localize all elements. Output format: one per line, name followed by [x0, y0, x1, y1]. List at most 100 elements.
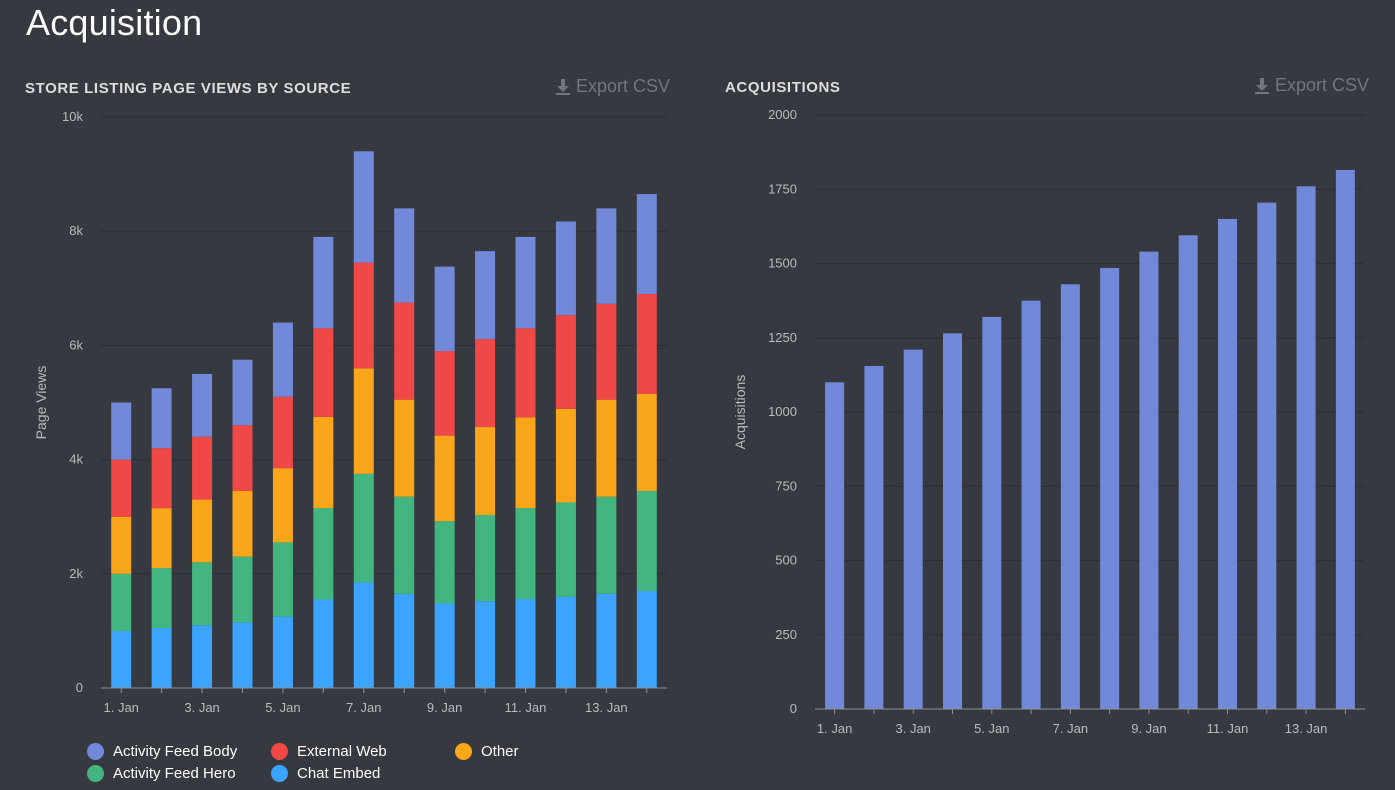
- y-tick-label: 10k: [62, 109, 83, 124]
- bar-segment[interactable]: [636, 194, 657, 295]
- bar-segment[interactable]: [596, 593, 617, 688]
- bar-segment[interactable]: [151, 448, 172, 509]
- bar[interactable]: [1021, 300, 1041, 709]
- bar-segment[interactable]: [192, 373, 213, 437]
- bar-segment[interactable]: [596, 399, 617, 497]
- bar-segment[interactable]: [111, 459, 132, 517]
- bar-segment[interactable]: [151, 508, 172, 569]
- bar-segment[interactable]: [232, 622, 253, 688]
- bar-segment[interactable]: [313, 236, 334, 329]
- bar-segment[interactable]: [394, 496, 415, 594]
- bar-segment[interactable]: [475, 251, 496, 340]
- bar-segment[interactable]: [394, 208, 415, 303]
- bar-segment[interactable]: [192, 562, 213, 626]
- bar[interactable]: [943, 333, 962, 709]
- bar-segment[interactable]: [272, 616, 293, 688]
- bar-segment[interactable]: [272, 542, 293, 617]
- bar-segment[interactable]: [434, 435, 455, 522]
- bar-segment[interactable]: [272, 396, 293, 469]
- export-csv-button-acquisitions[interactable]: Export CSV: [1255, 75, 1369, 96]
- x-tick-label: 3. Jan: [896, 721, 931, 736]
- bar-segment[interactable]: [515, 236, 536, 329]
- download-icon: [1255, 77, 1269, 94]
- bar-segment[interactable]: [111, 402, 132, 460]
- bar-segment[interactable]: [636, 590, 657, 688]
- bar-segment[interactable]: [353, 368, 374, 474]
- bar-segment[interactable]: [192, 625, 213, 688]
- bar-segment[interactable]: [596, 303, 617, 400]
- legend-item-activity-feed-body[interactable]: Activity Feed Body: [87, 743, 237, 760]
- legend-dot-icon: [87, 743, 104, 760]
- bar-segment[interactable]: [636, 294, 657, 394]
- bar-segment[interactable]: [555, 221, 576, 316]
- bar-segment[interactable]: [151, 628, 172, 688]
- bar-segment[interactable]: [636, 393, 657, 492]
- legend-item-other[interactable]: Other: [455, 743, 519, 760]
- y-tick-label: 0: [76, 680, 83, 695]
- bar-segment[interactable]: [475, 601, 496, 688]
- bar-segment[interactable]: [313, 416, 334, 509]
- bar-segment[interactable]: [434, 603, 455, 688]
- bar-segment[interactable]: [515, 417, 536, 509]
- bar-segment[interactable]: [151, 388, 172, 449]
- bar-segment[interactable]: [555, 408, 576, 503]
- bar-segment[interactable]: [596, 496, 617, 594]
- bar-segment[interactable]: [313, 599, 334, 688]
- bar-segment[interactable]: [434, 521, 455, 604]
- bar[interactable]: [1139, 251, 1159, 709]
- bar[interactable]: [1296, 186, 1316, 709]
- bar-segment[interactable]: [394, 302, 415, 400]
- bar-segment[interactable]: [232, 491, 253, 557]
- bar-segment[interactable]: [515, 598, 536, 688]
- bar-segment[interactable]: [353, 262, 374, 369]
- bar-segment[interactable]: [555, 502, 576, 597]
- export-csv-label: Export CSV: [576, 76, 671, 96]
- bar-segment[interactable]: [596, 208, 617, 304]
- bar-segment[interactable]: [192, 499, 213, 563]
- bar[interactable]: [864, 365, 884, 709]
- bar-segment[interactable]: [353, 582, 374, 688]
- legend-item-chat-embed[interactable]: Chat Embed: [271, 765, 380, 782]
- bar-segment[interactable]: [111, 516, 132, 574]
- x-tick-label: 1. Jan: [817, 721, 852, 736]
- bar-segment[interactable]: [394, 399, 415, 497]
- bar-segment[interactable]: [475, 339, 496, 428]
- acquisitions-chart-title: ACQUISITIONS: [725, 79, 841, 96]
- bar[interactable]: [982, 316, 1002, 709]
- bar-segment[interactable]: [232, 359, 253, 426]
- bar[interactable]: [1178, 235, 1198, 709]
- bar-segment[interactable]: [232, 425, 253, 492]
- bar-segment[interactable]: [111, 630, 132, 688]
- bar[interactable]: [1218, 218, 1237, 709]
- bar[interactable]: [1335, 169, 1355, 709]
- bar[interactable]: [903, 349, 923, 709]
- page-views-chart-title: STORE LISTING PAGE VIEWS BY SOURCE: [25, 80, 352, 97]
- bar-segment[interactable]: [636, 491, 657, 591]
- bar-segment[interactable]: [111, 573, 132, 631]
- bar-segment[interactable]: [555, 315, 576, 409]
- bar-segment[interactable]: [353, 473, 374, 583]
- export-csv-button-page-views[interactable]: Export CSV: [556, 76, 670, 97]
- bar[interactable]: [1257, 202, 1277, 709]
- bar[interactable]: [825, 382, 845, 709]
- bar-segment[interactable]: [232, 556, 253, 623]
- bar-segment[interactable]: [353, 151, 374, 263]
- bar-segment[interactable]: [151, 568, 172, 629]
- bar[interactable]: [1100, 267, 1120, 709]
- bar-segment[interactable]: [515, 328, 536, 418]
- bar-segment[interactable]: [475, 427, 496, 515]
- bar-segment[interactable]: [434, 351, 455, 436]
- bar-segment[interactable]: [394, 593, 415, 688]
- bar-segment[interactable]: [475, 514, 496, 602]
- bar-segment[interactable]: [272, 322, 293, 397]
- bar-segment[interactable]: [434, 266, 455, 352]
- bar-segment[interactable]: [555, 596, 576, 688]
- bar-segment[interactable]: [192, 436, 213, 500]
- legend-item-external-web[interactable]: External Web: [271, 743, 387, 760]
- legend-item-activity-feed-hero[interactable]: Activity Feed Hero: [87, 765, 236, 782]
- bar[interactable]: [1060, 284, 1080, 709]
- bar-segment[interactable]: [272, 468, 293, 543]
- bar-segment[interactable]: [313, 508, 334, 600]
- bar-segment[interactable]: [313, 328, 334, 417]
- bar-segment[interactable]: [515, 508, 536, 599]
